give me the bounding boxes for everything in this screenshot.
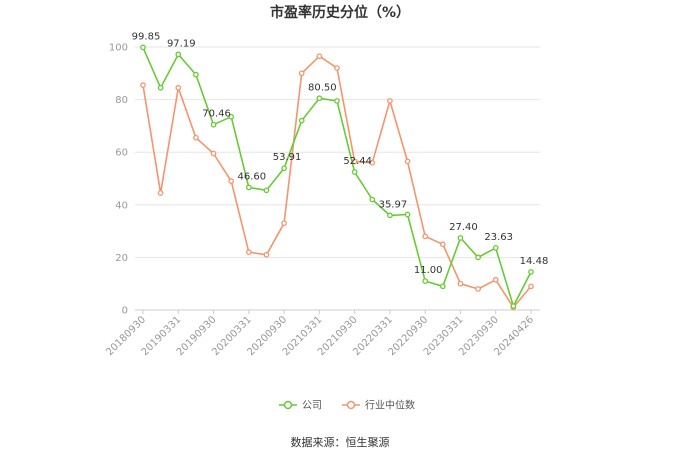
data-point[interactable] [334, 98, 340, 104]
data-point[interactable] [404, 211, 411, 218]
y-tick-label: 40 [115, 200, 128, 211]
legend-item[interactable]: 行业中位数 [342, 399, 415, 412]
legend-swatch-marker [283, 400, 293, 410]
legend-swatch-marker [346, 400, 356, 410]
x-axis: 2018093020190331201909302020033120200930… [104, 309, 540, 358]
data-point[interactable] [228, 113, 235, 120]
data-point[interactable] [175, 84, 182, 91]
data-point[interactable] [387, 212, 393, 219]
y-tick-label: 80 [115, 95, 128, 106]
data-point[interactable] [422, 278, 429, 284]
data-point[interactable] [140, 44, 146, 51]
data-point[interactable] [369, 196, 376, 203]
data-point[interactable] [193, 71, 199, 78]
y-tick-label: 20 [115, 253, 128, 264]
series-line [142, 55, 532, 309]
data-label: 14.48 [520, 256, 549, 267]
data-point[interactable] [422, 233, 429, 240]
data-point[interactable] [316, 95, 323, 102]
data-point[interactable] [492, 245, 499, 251]
data-label: 52.44 [343, 156, 372, 167]
data-label: 23.63 [484, 232, 513, 243]
data-point[interactable] [528, 283, 534, 290]
data-point[interactable] [387, 98, 393, 104]
data-point[interactable] [245, 184, 252, 191]
data-point[interactable] [281, 220, 287, 227]
data-point[interactable] [316, 53, 323, 60]
data-point[interactable] [298, 70, 305, 77]
data-point[interactable] [298, 117, 305, 124]
series-line [142, 47, 532, 307]
data-label: 35.97 [379, 199, 408, 210]
data-point[interactable] [457, 235, 464, 241]
y-tick-label: 60 [115, 148, 128, 159]
data-point[interactable] [404, 158, 411, 165]
data-point[interactable] [334, 65, 340, 71]
series-lines [140, 44, 534, 311]
data-point[interactable] [528, 269, 534, 275]
data-label: 53.91 [273, 152, 302, 163]
data-point[interactable] [492, 276, 499, 283]
data-point[interactable] [510, 303, 517, 309]
data-label: 27.40 [449, 222, 478, 233]
y-tick-label: 100 [109, 43, 128, 54]
data-point[interactable] [475, 254, 481, 261]
data-labels: 99.85 97.19 70.46 46.60 53.91 80.50 52.44 35.97… [132, 31, 549, 276]
data-point[interactable] [210, 121, 217, 128]
data-point[interactable] [439, 241, 446, 248]
data-point[interactable] [263, 187, 270, 194]
y-tick-label: 0 [122, 306, 128, 317]
data-point[interactable] [457, 280, 464, 287]
data-point[interactable] [228, 178, 235, 184]
data-point[interactable] [157, 190, 164, 196]
data-point[interactable] [439, 283, 446, 290]
data-point[interactable] [263, 251, 270, 258]
legend-label: 公司 [302, 401, 322, 412]
data-point[interactable] [369, 159, 376, 166]
legend-label: 行业中位数 [365, 399, 415, 412]
data-label: 70.46 [202, 109, 231, 120]
legend-item[interactable]: 公司 [279, 401, 322, 412]
legend[interactable]: 公司 行业中位数 [279, 399, 415, 412]
data-point[interactable] [175, 51, 182, 58]
grid-lines [135, 46, 540, 258]
data-label: 11.00 [414, 265, 443, 276]
data-point[interactable] [193, 134, 199, 141]
data-source: 数据来源：恒生聚源 [291, 435, 390, 449]
data-point[interactable] [475, 286, 481, 292]
data-label: 99.85 [132, 31, 161, 42]
data-point[interactable] [245, 249, 252, 255]
data-point[interactable] [210, 150, 217, 157]
chart-title: 市盈率历史分位（%） [270, 4, 410, 21]
y-axis-ticks: 0 20 40 60 80 100 [109, 43, 128, 317]
data-point[interactable] [281, 165, 287, 172]
data-point[interactable] [157, 84, 164, 91]
data-point[interactable] [351, 169, 358, 175]
data-point[interactable] [140, 82, 146, 88]
data-label: 80.50 [308, 82, 337, 93]
data-label: 46.60 [237, 171, 266, 182]
data-label: 97.19 [167, 38, 196, 49]
